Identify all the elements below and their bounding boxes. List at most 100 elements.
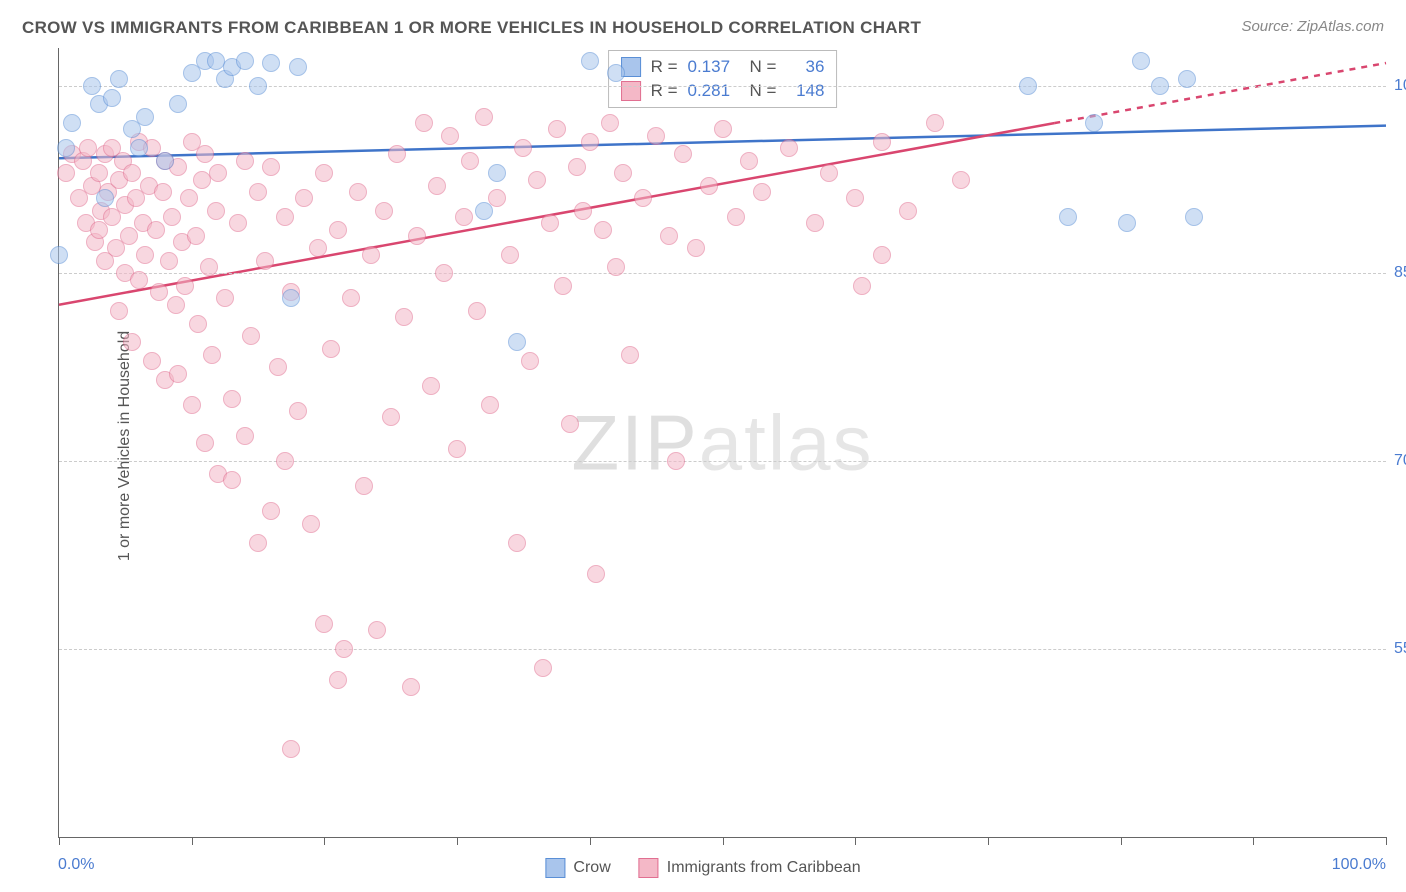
- data-point: [196, 145, 214, 163]
- data-point: [130, 139, 148, 157]
- legend-swatch: [545, 858, 565, 878]
- data-point: [375, 202, 393, 220]
- y-tick-label: 85.0%: [1394, 264, 1406, 282]
- data-point: [534, 659, 552, 677]
- r-label: R =: [651, 57, 678, 77]
- data-point: [574, 202, 592, 220]
- data-point: [236, 52, 254, 70]
- x-tick: [590, 837, 591, 845]
- y-tick-label: 100.0%: [1394, 77, 1406, 95]
- stats-legend-row: R =0.137N =36: [621, 55, 825, 79]
- data-point: [952, 171, 970, 189]
- data-point: [335, 640, 353, 658]
- data-point: [130, 271, 148, 289]
- correlation-stats-legend: R =0.137N =36R =0.281N =148: [608, 50, 838, 108]
- data-point: [601, 114, 619, 132]
- data-point: [853, 277, 871, 295]
- data-point: [362, 246, 380, 264]
- data-point: [581, 133, 599, 151]
- data-point: [873, 133, 891, 151]
- data-point: [136, 108, 154, 126]
- r-label: R =: [651, 81, 678, 101]
- data-point: [1132, 52, 1150, 70]
- data-point: [223, 471, 241, 489]
- data-point: [200, 258, 218, 276]
- data-point: [123, 164, 141, 182]
- y-tick-label: 55.0%: [1394, 640, 1406, 658]
- trend-lines-layer: [59, 48, 1386, 837]
- n-label: N =: [750, 81, 777, 101]
- data-point: [873, 246, 891, 264]
- legend-label: Crow: [573, 859, 610, 877]
- data-point: [568, 158, 586, 176]
- data-point: [187, 227, 205, 245]
- data-point: [176, 277, 194, 295]
- x-tick: [192, 837, 193, 845]
- data-point: [740, 152, 758, 170]
- data-point: [561, 415, 579, 433]
- data-point: [541, 214, 559, 232]
- x-axis-min-label: 0.0%: [58, 856, 94, 874]
- data-point: [329, 671, 347, 689]
- data-point: [1185, 208, 1203, 226]
- data-point: [103, 89, 121, 107]
- x-tick: [723, 837, 724, 845]
- x-tick: [855, 837, 856, 845]
- data-point: [621, 346, 639, 364]
- data-point: [349, 183, 367, 201]
- data-point: [309, 239, 327, 257]
- data-point: [249, 534, 267, 552]
- data-point: [50, 246, 68, 264]
- data-point: [820, 164, 838, 182]
- data-point: [1019, 77, 1037, 95]
- data-point: [508, 534, 526, 552]
- legend-label: Immigrants from Caribbean: [667, 859, 861, 877]
- data-point: [607, 258, 625, 276]
- x-axis-max-label: 100.0%: [1332, 856, 1386, 874]
- data-point: [508, 333, 526, 351]
- data-point: [587, 565, 605, 583]
- data-point: [229, 214, 247, 232]
- data-point: [687, 239, 705, 257]
- data-point: [169, 95, 187, 113]
- data-point: [322, 340, 340, 358]
- data-point: [548, 120, 566, 138]
- data-point: [1059, 208, 1077, 226]
- data-point: [110, 302, 128, 320]
- data-point: [488, 164, 506, 182]
- data-point: [256, 252, 274, 270]
- correlation-chart: CROW VS IMMIGRANTS FROM CARIBBEAN 1 OR M…: [0, 0, 1406, 892]
- data-point: [329, 221, 347, 239]
- data-point: [753, 183, 771, 201]
- data-point: [154, 183, 172, 201]
- series-legend: Crow Immigrants from Caribbean: [545, 858, 860, 878]
- data-point: [408, 227, 426, 245]
- data-point: [667, 452, 685, 470]
- data-point: [90, 164, 108, 182]
- data-point: [441, 127, 459, 145]
- data-point: [289, 402, 307, 420]
- data-point: [455, 208, 473, 226]
- x-tick: [324, 837, 325, 845]
- data-point: [276, 452, 294, 470]
- x-tick: [457, 837, 458, 845]
- gridline: [59, 649, 1386, 650]
- data-point: [203, 346, 221, 364]
- r-value: 0.137: [688, 57, 740, 77]
- data-point: [63, 114, 81, 132]
- data-point: [236, 427, 254, 445]
- data-point: [846, 189, 864, 207]
- x-tick: [1253, 837, 1254, 845]
- n-label: N =: [750, 57, 777, 77]
- x-tick: [1121, 837, 1122, 845]
- data-point: [415, 114, 433, 132]
- data-point: [123, 333, 141, 351]
- data-point: [236, 152, 254, 170]
- data-point: [422, 377, 440, 395]
- data-point: [448, 440, 466, 458]
- data-point: [282, 289, 300, 307]
- legend-item: Crow: [545, 858, 610, 878]
- data-point: [216, 289, 234, 307]
- data-point: [160, 252, 178, 270]
- data-point: [368, 621, 386, 639]
